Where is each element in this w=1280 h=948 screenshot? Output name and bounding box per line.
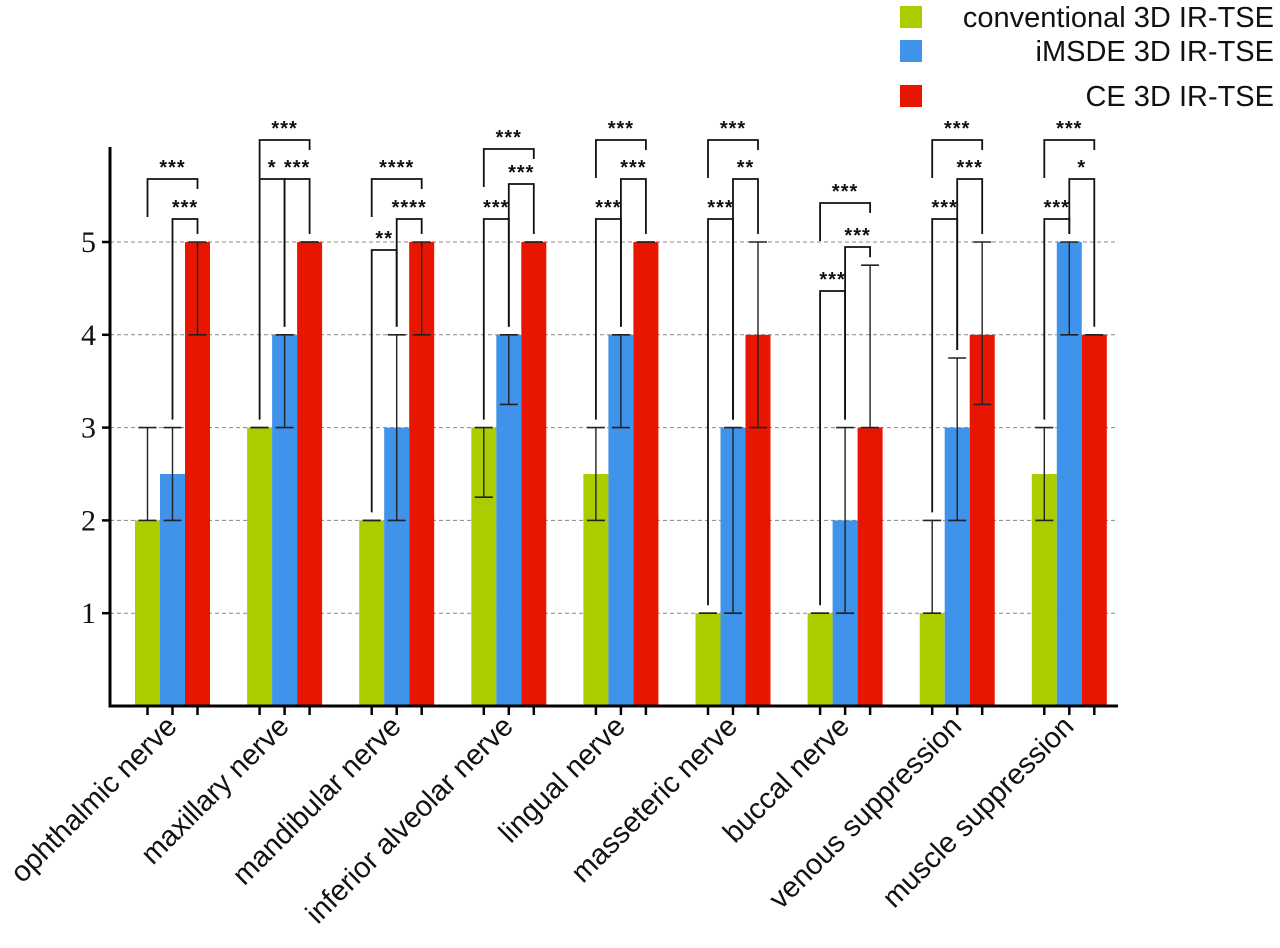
legend-item-conventional: conventional 3D IR-TSE xyxy=(900,0,1280,36)
significance-bracket xyxy=(482,218,510,420)
x-category-label: venous suppression xyxy=(763,710,968,915)
significance-label: *** xyxy=(720,118,746,140)
significance-label: *** xyxy=(284,157,310,179)
significance-label: *** xyxy=(159,157,185,179)
legend-swatch-imsde xyxy=(900,40,922,62)
significance-bracket xyxy=(595,218,622,420)
significance-bracket xyxy=(1043,218,1071,420)
legend-item-imsde: iMSDE 3D IR-TSE xyxy=(900,34,1280,70)
significance-bracket xyxy=(819,202,871,241)
significance-bracket xyxy=(370,178,423,217)
significance-label: * xyxy=(268,157,277,179)
significance-bracket xyxy=(146,178,199,217)
significance-bracket xyxy=(482,148,535,187)
significance-label: *** xyxy=(1056,118,1082,140)
significance-bracket xyxy=(707,139,759,178)
bar xyxy=(807,613,833,706)
significance-label: ** xyxy=(375,228,393,250)
bars-layer xyxy=(135,242,1107,706)
significance-label: *** xyxy=(832,181,858,203)
bar xyxy=(633,242,659,706)
bar xyxy=(857,427,883,706)
bar xyxy=(359,520,385,706)
bar xyxy=(521,242,547,706)
significance-label: *** xyxy=(172,197,198,219)
significance-bracket xyxy=(595,139,647,178)
legend-label-imsde: iMSDE 3D IR-TSE xyxy=(1035,36,1274,68)
legend-swatch-ce xyxy=(900,85,922,107)
significance-bracket xyxy=(258,139,311,178)
bar xyxy=(695,613,721,706)
legend-swatch-conventional xyxy=(900,6,922,28)
y-tick-label: 3 xyxy=(81,412,96,445)
significance-label: *** xyxy=(957,157,983,179)
significance-label: *** xyxy=(496,127,522,149)
significance-label: * xyxy=(1077,157,1086,179)
y-tick-label: 2 xyxy=(81,504,96,537)
significance-bracket xyxy=(370,249,398,513)
significance-label: *** xyxy=(1044,197,1070,219)
significance-label: *** xyxy=(271,118,297,140)
legend-label-conventional: conventional 3D IR-TSE xyxy=(962,2,1274,34)
significance-bracket xyxy=(844,246,871,420)
bar xyxy=(297,242,323,706)
bar xyxy=(247,427,273,706)
significance-bracket xyxy=(956,178,984,350)
axes xyxy=(102,147,1118,715)
significance-label: ** xyxy=(737,157,755,179)
significance-label: *** xyxy=(819,269,845,291)
significance-label: *** xyxy=(483,197,509,219)
bar xyxy=(919,613,945,706)
significance-label: **** xyxy=(379,157,414,179)
significance-label: *** xyxy=(608,118,634,140)
legend-item-ce: CE 3D IR-TSE xyxy=(900,79,1280,115)
significance-bracket xyxy=(819,290,846,606)
legend-label-ce: CE 3D IR-TSE xyxy=(1085,81,1274,113)
bar xyxy=(1081,334,1107,706)
significance-bracket xyxy=(931,218,959,513)
significance-bracket xyxy=(283,178,311,327)
significance-label: *** xyxy=(844,225,870,247)
x-category-label: muscle suppression xyxy=(876,710,1080,914)
significance-label: *** xyxy=(595,197,621,219)
significance-bracket xyxy=(1068,178,1096,327)
y-tick-label: 4 xyxy=(81,319,96,352)
y-tick-label: 1 xyxy=(81,597,96,630)
error-bars-layer xyxy=(138,241,1104,615)
significance-bracket xyxy=(707,218,734,606)
significance-label: *** xyxy=(620,157,646,179)
significance-label: **** xyxy=(392,197,427,219)
significance-layer: ********** *** ***************************… xyxy=(146,118,1096,606)
bar xyxy=(135,520,160,706)
x-category-label: inferior alveolar nerve xyxy=(300,710,520,930)
significance-label: *** xyxy=(707,197,733,219)
significance-label: *** xyxy=(944,118,970,140)
significance-bracket xyxy=(1043,139,1096,178)
significance-bracket xyxy=(931,139,984,178)
significance-label: *** xyxy=(508,162,534,184)
significance-label: *** xyxy=(932,197,958,219)
y-tick-label: 5 xyxy=(81,226,96,259)
significance-bracket xyxy=(171,218,199,420)
